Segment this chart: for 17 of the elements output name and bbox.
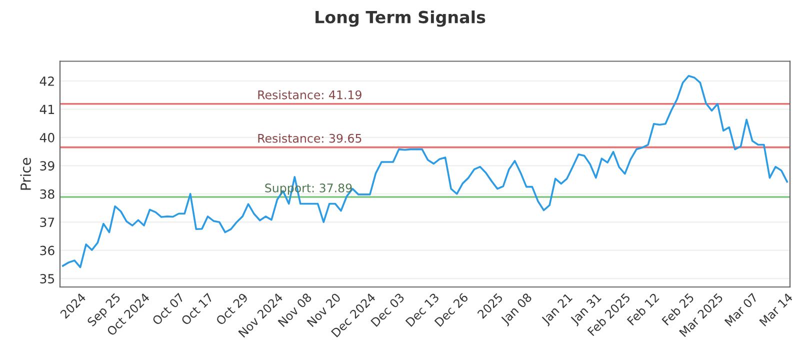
ref-line-label: Resistance: 41.19 <box>258 90 362 100</box>
y-tick-label: 40 <box>40 132 54 142</box>
y-tick-label: 39 <box>40 161 54 171</box>
chart-title: Long Term Signals <box>316 10 486 27</box>
ref-line-label: Resistance: 39.65 <box>258 134 362 143</box>
x-tick-label: Oct 17 <box>180 292 214 326</box>
line-series <box>62 75 788 268</box>
y-tick-label: 35 <box>40 274 54 284</box>
y-tick-label: 41 <box>40 104 54 114</box>
y-tick-label: 38 <box>40 189 54 199</box>
x-tick-label: Oct 29 <box>215 292 248 326</box>
y-axis-title: Price <box>20 158 31 190</box>
x-tick-label: Mar 07 <box>724 292 758 327</box>
y-tick-label: 42 <box>40 76 54 86</box>
y-tick-label: 37 <box>40 218 54 228</box>
y-tick-label: 36 <box>40 246 54 256</box>
x-tick-label: Mar 14 <box>759 292 794 327</box>
